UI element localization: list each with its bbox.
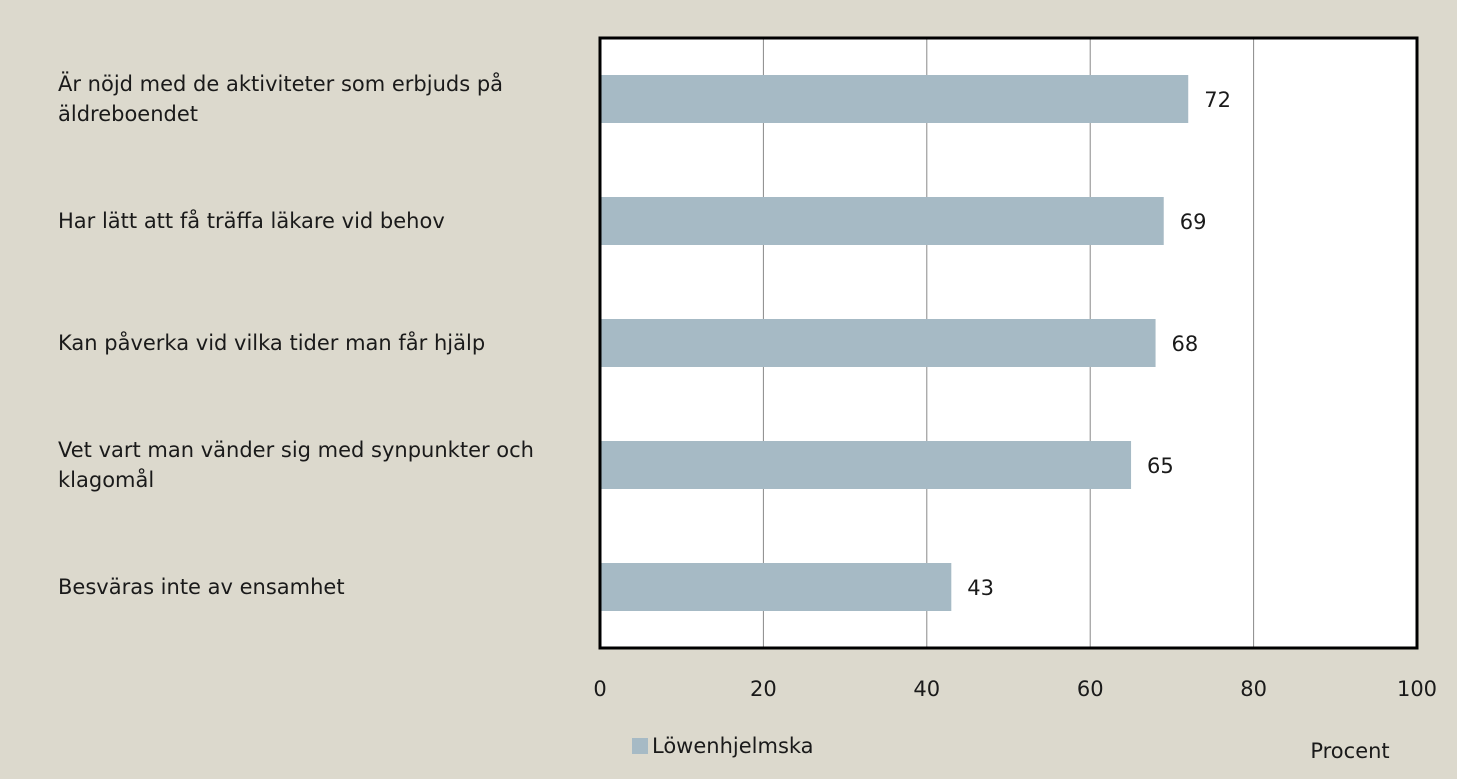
data-label: 72: [1204, 88, 1231, 112]
category-label-box: Besväras inte av ensamhet: [58, 575, 345, 599]
plot-border: [598, 36, 1419, 650]
x-tick-label: 40: [913, 677, 940, 701]
data-label: 69: [1180, 210, 1207, 234]
x-tick-label: 0: [593, 677, 606, 701]
legend-swatch: [632, 738, 648, 754]
bar: [600, 319, 1156, 367]
bar: [600, 75, 1189, 123]
data-label: 43: [967, 576, 994, 600]
legend-label: Löwenhjelmska: [652, 734, 814, 758]
bar: [600, 441, 1132, 489]
category-label: Besväras inte av ensamhet: [58, 575, 345, 599]
category-label: Vet vart man vänder sig med synpunkter o…: [58, 438, 534, 492]
data-label: 68: [1172, 332, 1199, 356]
x-tick-label: 80: [1240, 677, 1267, 701]
x-tick-label: 20: [750, 677, 777, 701]
category-label-box: Är nöjd med de aktiviteter som erbjuds p…: [58, 72, 504, 126]
x-tick-label: 60: [1077, 677, 1104, 701]
category-label-box: Vet vart man vänder sig med synpunkter o…: [58, 438, 534, 492]
category-label: Kan påverka vid vilka tider man får hjäl…: [58, 331, 486, 355]
x-axis-label: Procent: [1310, 739, 1389, 763]
category-label-box: Har lätt att få träffa läkare vid behov: [58, 209, 445, 233]
bar: [600, 563, 952, 611]
x-tick-label: 100: [1397, 677, 1437, 701]
bar: [600, 197, 1164, 245]
category-label: Har lätt att få träffa läkare vid behov: [58, 209, 445, 233]
category-label-box: Kan påverka vid vilka tider man får hjäl…: [58, 331, 486, 355]
data-label: 65: [1147, 454, 1174, 478]
category-label: Är nöjd med de aktiviteter som erbjuds p…: [58, 72, 504, 126]
